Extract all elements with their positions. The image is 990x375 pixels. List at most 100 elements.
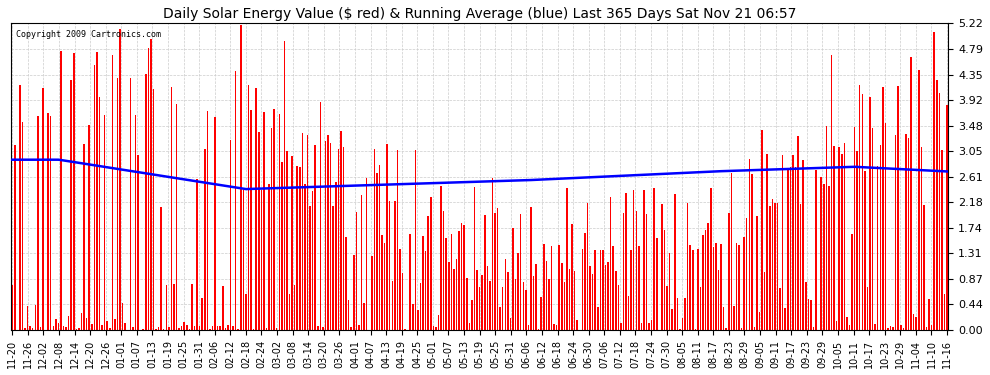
Bar <box>463 225 465 330</box>
Bar <box>805 282 807 330</box>
Bar <box>887 328 889 330</box>
Bar <box>512 228 514 330</box>
Bar <box>499 307 501 330</box>
Bar <box>839 147 840 330</box>
Bar <box>119 29 121 330</box>
Bar <box>741 328 742 330</box>
Bar <box>518 253 519 330</box>
Bar <box>702 235 704 330</box>
Bar <box>250 110 251 330</box>
Bar <box>217 326 219 330</box>
Bar <box>605 265 606 330</box>
Bar <box>628 297 630 330</box>
Bar <box>183 322 185 330</box>
Bar <box>641 323 643 330</box>
Bar <box>438 315 440 330</box>
Bar <box>723 307 725 330</box>
Bar <box>834 146 835 330</box>
Bar <box>836 321 838 330</box>
Bar <box>189 329 190 330</box>
Bar <box>536 264 537 330</box>
Bar <box>186 325 187 330</box>
Bar <box>268 184 270 330</box>
Bar <box>682 318 683 330</box>
Bar <box>130 78 131 330</box>
Bar <box>563 282 565 330</box>
Bar <box>853 127 855 330</box>
Bar <box>533 276 535 330</box>
Bar <box>679 329 681 330</box>
Bar <box>877 166 878 330</box>
Bar <box>633 190 635 330</box>
Bar <box>864 171 865 330</box>
Bar <box>35 305 36 330</box>
Bar <box>168 327 169 330</box>
Bar <box>363 303 364 330</box>
Bar <box>843 143 845 330</box>
Bar <box>176 104 177 330</box>
Bar <box>448 262 449 330</box>
Bar <box>692 250 694 330</box>
Bar <box>946 105 947 330</box>
Bar <box>458 231 459 330</box>
Bar <box>204 150 206 330</box>
Bar <box>157 327 159 330</box>
Bar <box>394 201 396 330</box>
Bar <box>882 87 884 330</box>
Bar <box>402 273 403 330</box>
Bar <box>347 300 349 330</box>
Bar <box>645 214 647 330</box>
Bar <box>328 135 329 330</box>
Bar <box>607 262 609 330</box>
Bar <box>379 165 380 330</box>
Bar <box>55 319 56 330</box>
Bar <box>859 86 860 330</box>
Bar <box>391 282 393 330</box>
Bar <box>841 154 842 330</box>
Bar <box>273 109 275 330</box>
Bar <box>453 269 454 330</box>
Bar <box>371 256 372 330</box>
Bar <box>684 298 686 330</box>
Bar <box>101 325 103 330</box>
Bar <box>209 329 211 330</box>
Bar <box>227 324 229 330</box>
Bar <box>330 143 332 330</box>
Bar <box>671 309 673 330</box>
Bar <box>99 98 100 330</box>
Bar <box>43 88 44 330</box>
Bar <box>436 327 437 330</box>
Bar <box>758 312 760 330</box>
Bar <box>728 213 730 330</box>
Bar <box>813 327 814 330</box>
Bar <box>648 324 649 330</box>
Bar <box>446 238 447 330</box>
Bar <box>890 326 891 330</box>
Bar <box>350 327 352 330</box>
Bar <box>718 270 720 330</box>
Bar <box>333 207 334 330</box>
Bar <box>829 186 830 330</box>
Bar <box>905 134 907 330</box>
Bar <box>705 230 707 330</box>
Bar <box>531 207 532 330</box>
Bar <box>756 216 757 330</box>
Bar <box>317 326 319 330</box>
Bar <box>312 190 314 330</box>
Bar <box>404 329 406 330</box>
Bar <box>75 329 77 330</box>
Bar <box>931 325 933 330</box>
Bar <box>771 199 773 330</box>
Bar <box>561 262 562 330</box>
Bar <box>898 86 899 330</box>
Bar <box>939 93 940 330</box>
Bar <box>27 306 29 330</box>
Bar <box>12 285 13 330</box>
Bar <box>299 167 301 330</box>
Bar <box>748 159 750 330</box>
Bar <box>309 206 311 330</box>
Bar <box>492 177 493 330</box>
Bar <box>163 329 164 330</box>
Bar <box>304 184 306 330</box>
Bar <box>278 114 280 330</box>
